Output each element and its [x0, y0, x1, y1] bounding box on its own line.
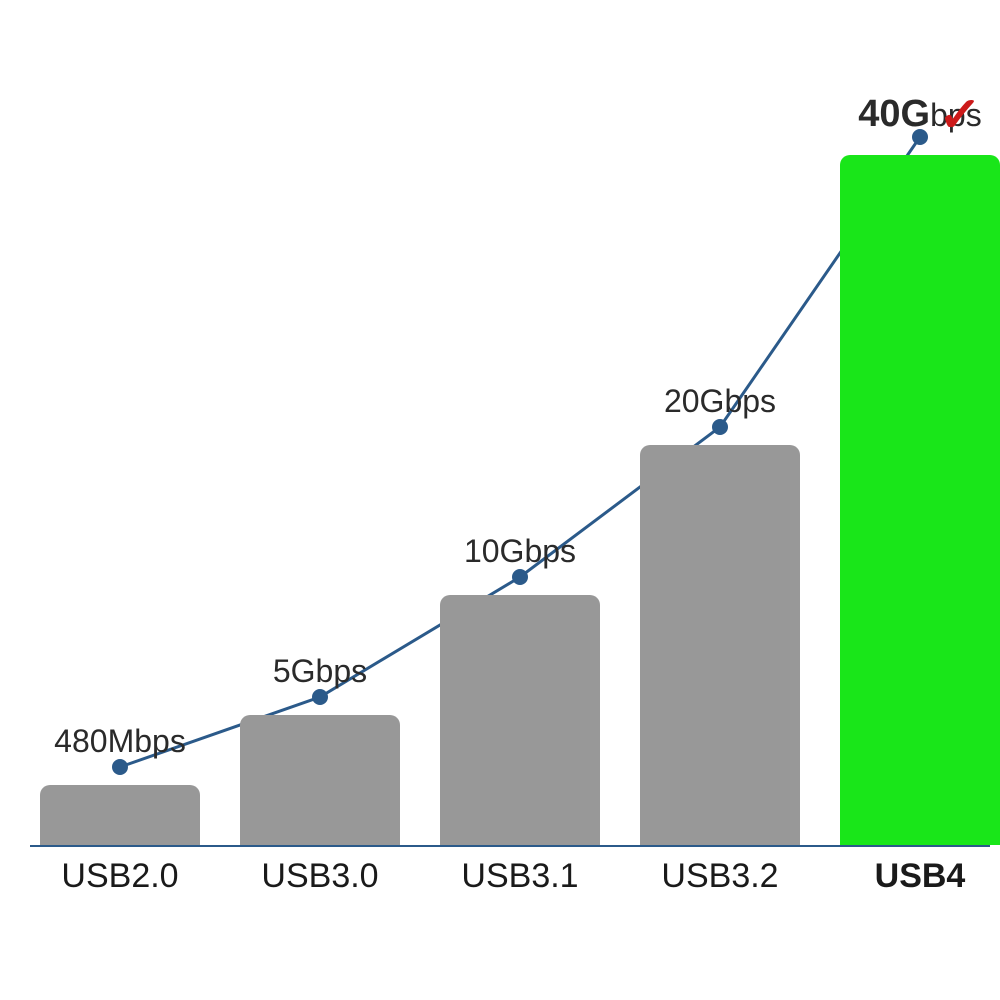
line-marker	[312, 689, 328, 705]
value-label: 480Mbps	[0, 723, 240, 760]
bar-usb30	[240, 715, 400, 845]
value-label: 10Gbps	[400, 533, 640, 570]
line-marker	[512, 569, 528, 585]
bar-usb32	[640, 445, 800, 845]
value-label: 5Gbps	[200, 653, 440, 690]
bar-usb20	[40, 785, 200, 845]
usb-speed-chart: 480Mbps5Gbps10Gbps20Gbps40Gbps USB2.0USB…	[0, 0, 1000, 1000]
line-marker	[712, 419, 728, 435]
value-label: 20Gbps	[600, 383, 840, 420]
bar-usb31	[440, 595, 600, 845]
line-marker	[112, 759, 128, 775]
category-label: USB4	[800, 857, 1000, 896]
x-axis-line	[30, 845, 990, 847]
bar-usb4	[840, 155, 1000, 845]
checkmark-icon: ✓	[938, 87, 982, 143]
